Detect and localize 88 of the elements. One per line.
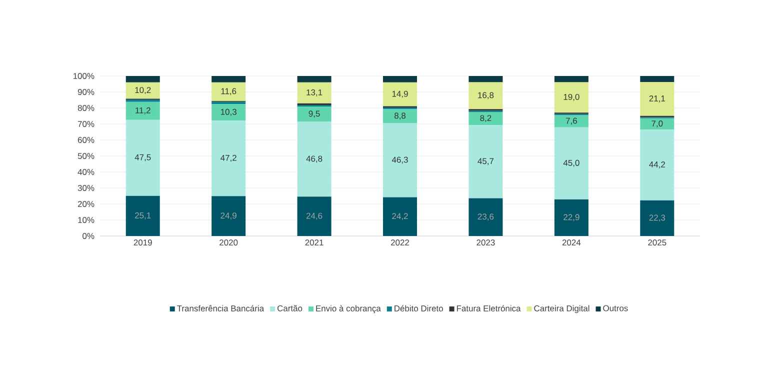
bar	[383, 123, 418, 198]
y-tick-label: 80%	[78, 105, 94, 111]
x-tick-label: 2024	[562, 240, 581, 246]
data-label: 8,8	[394, 112, 406, 120]
bar	[468, 198, 503, 236]
data-label: 7,0	[652, 120, 663, 128]
bar	[297, 122, 332, 197]
data-label: 47,2	[220, 154, 236, 162]
legend-label: Transferência Bancária	[177, 305, 264, 312]
bar	[126, 82, 160, 99]
bar	[212, 104, 246, 121]
y-tick-label: 60%	[78, 137, 94, 143]
data-label: 14,9	[392, 90, 408, 98]
bar	[468, 82, 503, 110]
y-tick-label: 70%	[78, 121, 94, 127]
bar	[126, 196, 160, 236]
bar	[554, 82, 588, 113]
bar	[640, 130, 674, 200]
data-label: 19,0	[564, 94, 580, 101]
legend-label: Fatura Eletrónica	[456, 305, 521, 312]
data-label: 47,5	[134, 154, 151, 162]
y-tick-label: 10%	[78, 217, 94, 223]
bar	[640, 118, 674, 130]
bar	[554, 199, 588, 236]
bar	[126, 120, 160, 196]
y-tick-label: 0%	[82, 233, 94, 239]
data-label: 23,6	[478, 214, 494, 221]
bar	[383, 76, 418, 82]
bar	[212, 82, 246, 101]
data-label: 9,5	[308, 110, 320, 118]
data-label: 24,6	[306, 212, 322, 220]
x-tick-label: 2019	[134, 240, 152, 246]
legend-label: Cartão	[278, 305, 302, 312]
bar	[297, 106, 332, 122]
bar	[640, 200, 674, 236]
data-label: 10,3	[220, 108, 236, 116]
bar	[297, 82, 332, 104]
y-tick-label: 50%	[78, 153, 94, 159]
data-label: 7,6	[566, 118, 577, 125]
x-tick-label: 2025	[648, 240, 666, 246]
y-tick-label: 30%	[78, 185, 94, 191]
data-label: 8,2	[480, 115, 492, 122]
bar	[468, 112, 503, 126]
bar	[383, 197, 418, 236]
y-tick-label: 100%	[73, 73, 94, 79]
bar	[554, 76, 588, 82]
data-label: 24,9	[220, 212, 236, 220]
legend-label: Outros	[603, 305, 628, 312]
data-label: 46,8	[306, 156, 322, 163]
y-tick-label: 20%	[78, 201, 94, 207]
bar	[383, 82, 418, 106]
bar	[212, 120, 246, 196]
bar	[554, 115, 588, 128]
bar	[126, 102, 160, 120]
data-label: 21,1	[649, 95, 665, 102]
x-tick-label: 2023	[476, 240, 495, 246]
data-label: 11,2	[136, 107, 150, 114]
data-label: 10,2	[135, 87, 151, 94]
bar	[554, 127, 588, 200]
data-label: 45,7	[478, 158, 494, 166]
data-label: 25,1	[135, 212, 151, 220]
data-label: 45,0	[563, 160, 580, 167]
y-tick-label: 40%	[78, 169, 94, 175]
bar	[640, 76, 674, 82]
x-tick-label: 2021	[305, 240, 324, 246]
data-label: 16,8	[478, 92, 494, 100]
data-label: 11,6	[221, 88, 236, 96]
bar	[468, 76, 503, 82]
x-tick-label: 2022	[391, 240, 409, 246]
bar	[126, 76, 160, 82]
data-label: 46,3	[392, 156, 408, 164]
bar	[383, 109, 418, 124]
data-label: 44,2	[649, 161, 665, 168]
y-tick-label: 90%	[78, 89, 94, 95]
bar	[297, 76, 332, 82]
x-tick-label: 2020	[220, 240, 238, 246]
data-label: 22,3	[649, 214, 666, 222]
legend-label: Carteira Digital	[534, 305, 590, 314]
bar	[212, 196, 246, 236]
bar	[640, 82, 674, 116]
data-label: 24,2	[392, 213, 408, 220]
bar	[468, 125, 503, 198]
legend-label: Envio à cobrança	[316, 305, 381, 314]
data-label: 13,1	[306, 89, 322, 96]
bar	[212, 76, 246, 82]
bar	[297, 196, 332, 236]
legend-label: Débito Direto	[394, 305, 443, 312]
data-label: 22,9	[564, 214, 580, 222]
